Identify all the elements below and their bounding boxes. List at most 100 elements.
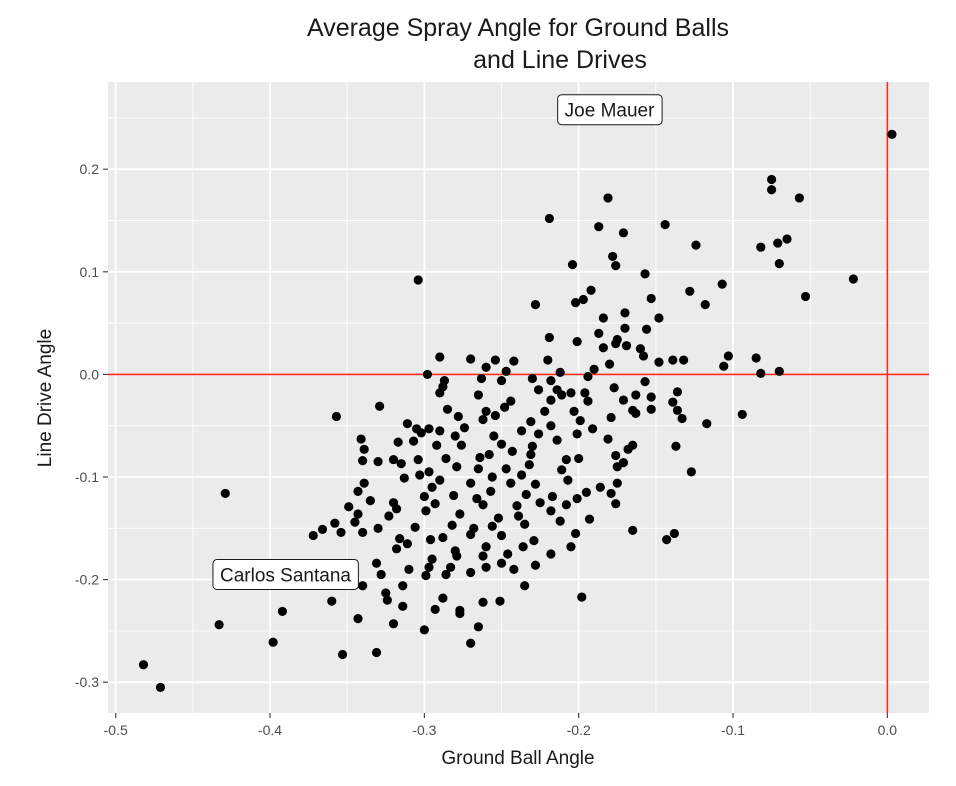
data-point — [604, 359, 615, 369]
data-point — [774, 366, 784, 376]
data-point — [506, 478, 516, 488]
data-point — [337, 649, 348, 660]
data-point — [668, 397, 678, 407]
data-point — [495, 596, 505, 606]
data-point — [546, 549, 556, 559]
data-point — [388, 454, 399, 465]
data-point — [475, 452, 485, 463]
data-point — [395, 533, 405, 544]
data-point — [686, 467, 696, 477]
data-point — [611, 499, 621, 509]
data-point — [496, 375, 507, 386]
data-point — [501, 464, 511, 474]
data-point — [555, 367, 565, 377]
data-point — [509, 564, 519, 574]
data-point — [447, 520, 457, 530]
data-point — [398, 581, 408, 591]
data-point — [481, 542, 491, 552]
data-point — [452, 551, 462, 561]
data-point — [413, 275, 423, 285]
data-point — [384, 511, 394, 521]
data-point — [516, 426, 527, 436]
data-point — [421, 570, 431, 581]
data-point — [577, 592, 587, 602]
data-point — [336, 527, 346, 538]
annotation-box — [212, 558, 359, 590]
data-point — [640, 269, 650, 279]
data-point — [453, 411, 463, 422]
data-point — [455, 509, 465, 519]
data-point — [677, 413, 687, 424]
plot-panel — [108, 82, 929, 713]
data-point — [737, 409, 747, 420]
data-point — [478, 597, 488, 607]
data-point — [567, 260, 578, 270]
data-point — [331, 411, 341, 422]
data-point — [751, 353, 761, 363]
data-point — [396, 459, 406, 469]
data-point — [441, 569, 451, 580]
data-point — [646, 293, 656, 304]
data-point — [449, 490, 459, 501]
data-points — [138, 129, 897, 692]
data-point — [393, 437, 403, 447]
data-point — [478, 500, 488, 510]
data-point — [430, 499, 440, 509]
data-point — [719, 361, 729, 371]
data-point — [415, 470, 425, 480]
data-point — [388, 619, 399, 629]
data-point — [555, 516, 565, 526]
x-axis-ticks: -0.5 -0.4 -0.3 -0.2 -0.1 0.0 — [104, 713, 897, 738]
data-point — [563, 475, 573, 485]
data-point — [500, 402, 510, 412]
data-point — [679, 355, 689, 365]
data-point — [620, 323, 630, 333]
data-point — [473, 622, 483, 632]
data-point — [594, 328, 604, 338]
data-point — [391, 504, 402, 514]
data-point — [350, 517, 360, 527]
data-point — [618, 395, 629, 405]
data-point — [572, 336, 582, 347]
data-point — [476, 373, 487, 384]
data-point — [503, 549, 513, 559]
data-point — [435, 426, 445, 436]
data-point — [598, 343, 608, 353]
data-point — [402, 539, 412, 549]
data-point — [371, 647, 382, 658]
data-point — [422, 369, 433, 380]
data-point — [427, 482, 437, 492]
data-point — [308, 530, 318, 541]
data-point — [478, 551, 488, 561]
data-point — [365, 496, 375, 506]
data-point — [512, 501, 522, 511]
y-tick-label: 0.1 — [80, 264, 100, 280]
data-point — [507, 446, 517, 456]
data-point — [268, 637, 278, 647]
data-point — [543, 355, 553, 365]
data-point — [533, 429, 544, 439]
data-point — [529, 536, 539, 546]
data-point — [466, 567, 476, 578]
data-point — [620, 308, 630, 318]
data-point — [612, 478, 622, 488]
data-point — [450, 431, 460, 441]
data-point — [473, 464, 483, 474]
data-point — [344, 502, 354, 512]
data-point — [353, 614, 363, 624]
data-point — [398, 601, 408, 611]
x-tick-label: -0.1 — [721, 722, 745, 738]
data-point — [481, 562, 491, 572]
data-point — [391, 544, 402, 554]
data-point — [566, 542, 576, 552]
y-tick-label: 0.2 — [80, 161, 100, 177]
data-point — [547, 491, 558, 502]
data-point — [438, 532, 448, 543]
data-point — [594, 222, 604, 232]
data-point — [646, 392, 656, 402]
data-point — [782, 234, 792, 244]
data-point — [214, 620, 224, 630]
data-point — [530, 300, 541, 310]
data-point — [441, 453, 451, 464]
data-point — [496, 530, 507, 541]
